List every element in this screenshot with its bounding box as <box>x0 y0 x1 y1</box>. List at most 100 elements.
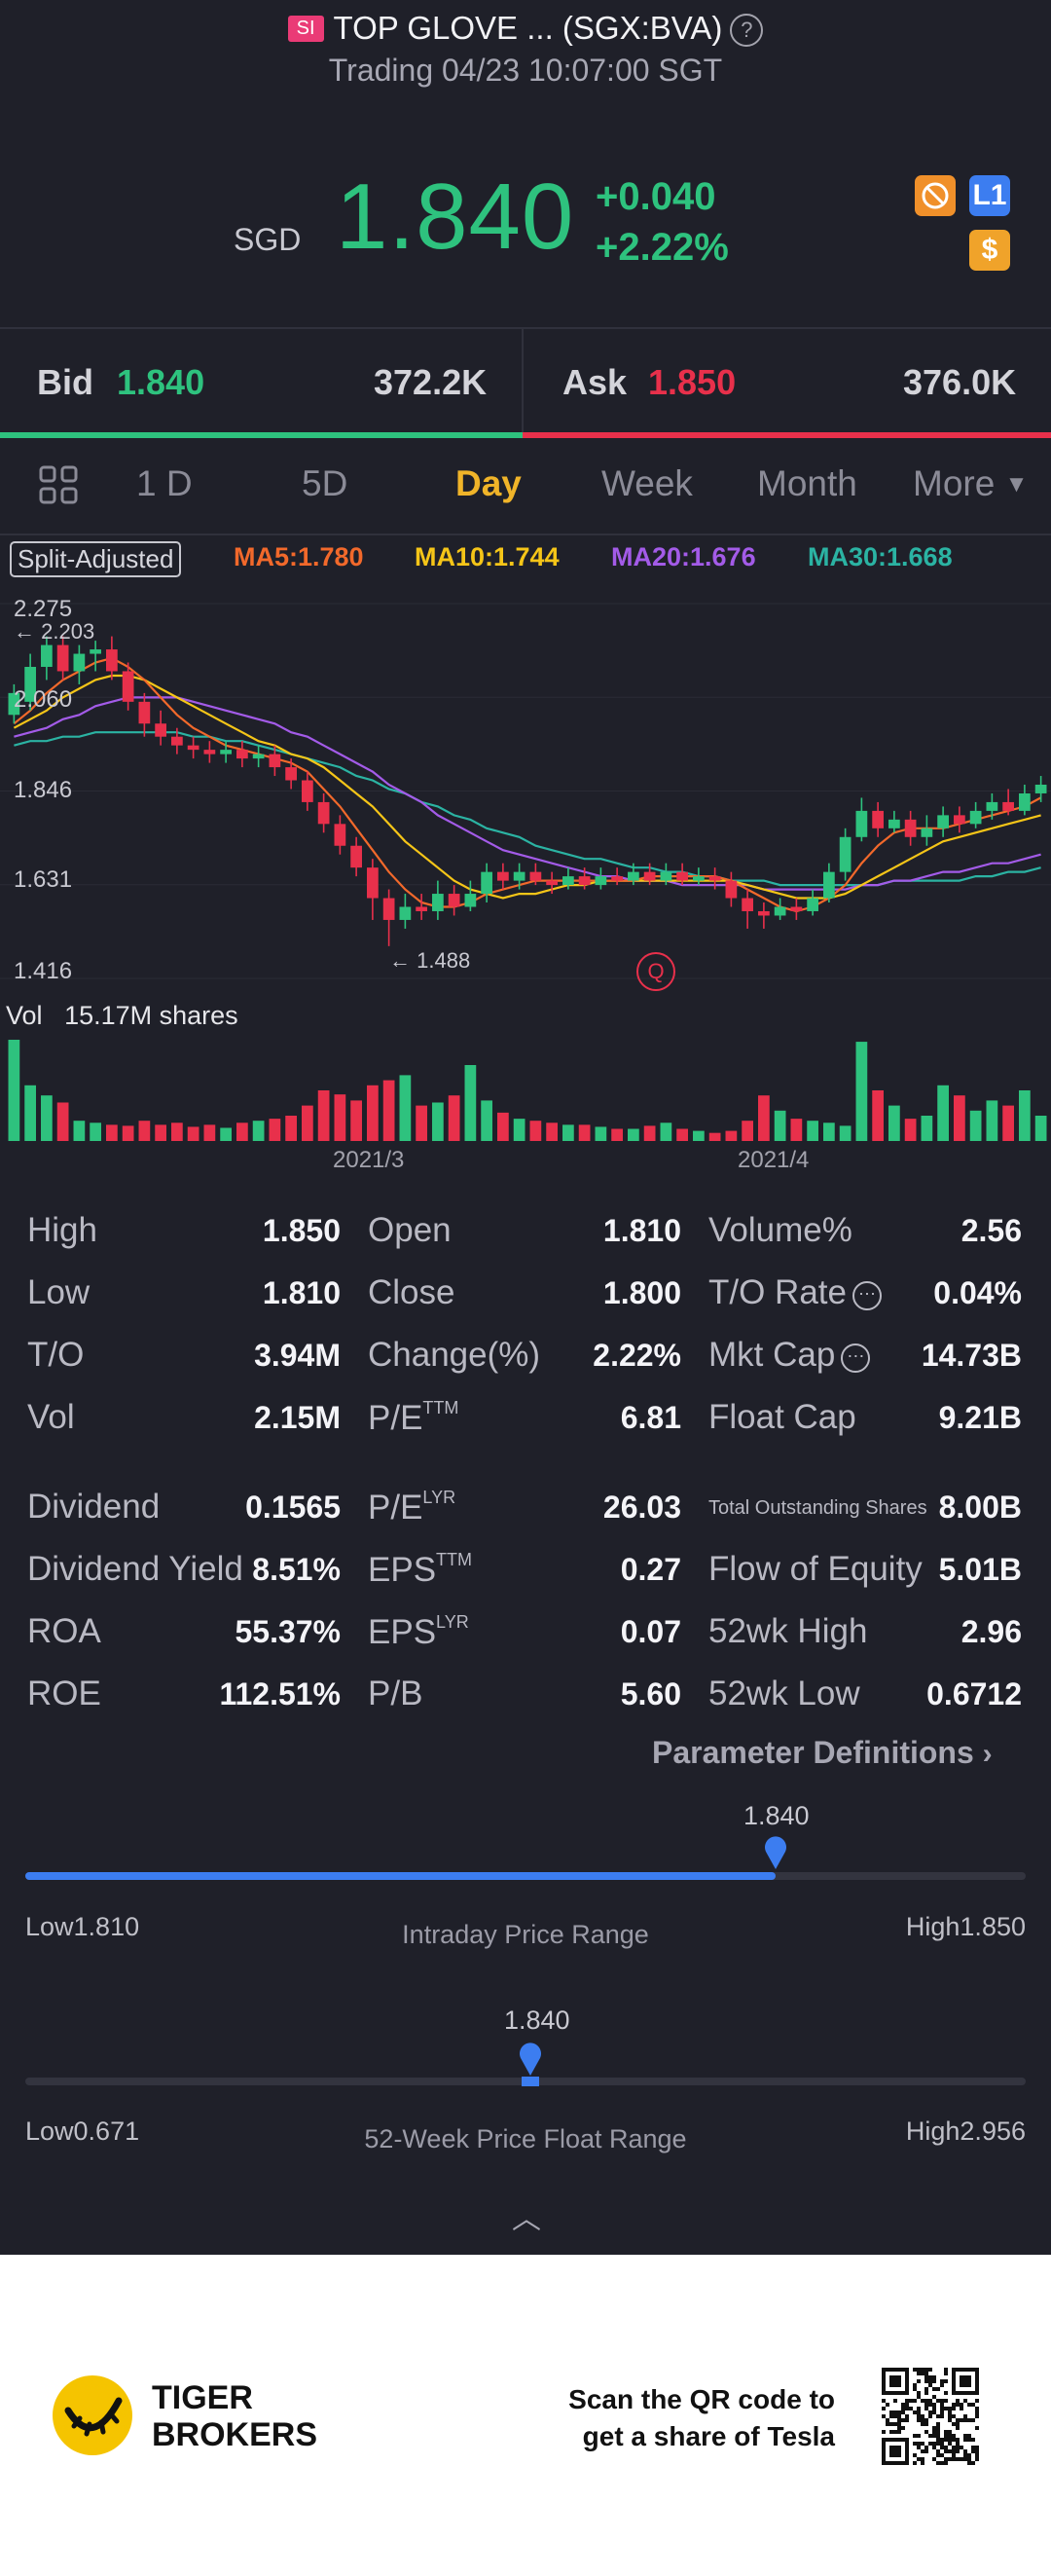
bid-label: Bid <box>37 362 93 402</box>
candle-body <box>742 898 753 911</box>
volume-label: Vol <box>6 1001 43 1030</box>
ma5-label: MA5:1.780 <box>234 542 364 571</box>
info-icon[interactable]: ⋯ <box>841 1343 871 1373</box>
stat-label-text: Open <box>368 1211 452 1249</box>
candle-body <box>187 745 199 751</box>
candle-body <box>399 906 412 920</box>
candlestick-chart[interactable] <box>0 584 1051 1003</box>
qr-module <box>944 2446 948 2449</box>
volume-bar <box>578 1124 591 1141</box>
qr-module <box>924 2407 928 2410</box>
tab-day[interactable]: Day <box>455 463 522 503</box>
qr-module <box>897 2418 901 2422</box>
candle-body <box>24 666 36 702</box>
volume-bar <box>138 1121 151 1141</box>
dollar-icon[interactable]: $ <box>969 230 1010 271</box>
qr-module <box>924 2403 928 2407</box>
volume-bar <box>855 1042 868 1141</box>
qr-module <box>936 2449 940 2453</box>
qr-module <box>956 2422 960 2426</box>
bid-bar <box>0 432 523 438</box>
stat-value: 3.94M <box>254 1338 341 1373</box>
event-marker-icon[interactable]: Q <box>636 952 675 991</box>
stat-label: P/ELYR <box>368 1488 455 1527</box>
info-icon[interactable]: ⋯ <box>852 1281 882 1310</box>
y-tick-label: 1.631 <box>14 866 73 893</box>
candle-body <box>986 801 998 811</box>
qr-module <box>960 2418 963 2422</box>
no-ads-icon[interactable] <box>915 175 956 216</box>
y-tick-label: 2.060 <box>14 686 73 713</box>
parameter-definitions-link[interactable]: Parameter Definitions › <box>652 1735 993 1771</box>
ma30-label: MA30:1.668 <box>808 542 953 571</box>
layout-grid-icon[interactable] <box>39 465 78 513</box>
qr-module <box>905 2414 909 2418</box>
candle-body <box>758 910 770 916</box>
tab-month[interactable]: Month <box>757 463 857 503</box>
qr-module <box>936 2387 940 2391</box>
qr-module <box>893 2399 897 2403</box>
qr-module <box>971 2438 975 2442</box>
qr-module <box>940 2407 944 2410</box>
qr-module <box>886 2422 889 2426</box>
tab-week[interactable]: Week <box>601 463 693 503</box>
stat-label-text: Dividend Yield <box>27 1550 243 1588</box>
stat-label: T/O Rate ⋯ <box>708 1273 882 1312</box>
stat-label-text: High <box>27 1211 97 1249</box>
candle-body <box>839 836 852 872</box>
qr-module <box>963 2399 967 2403</box>
brand-name: TIGER BROKERS <box>152 2379 317 2453</box>
chevron-down-icon: ▼ <box>1004 471 1029 497</box>
volume-bar <box>1019 1090 1031 1141</box>
qr-module <box>901 2410 905 2414</box>
volume-bar <box>399 1075 412 1141</box>
qr-module <box>960 2457 963 2461</box>
volume-bar <box>203 1124 216 1141</box>
period-tabs: 1 D 5D Day Week Month More ▼ <box>0 440 1051 534</box>
qr-module <box>893 2414 897 2418</box>
candle-body <box>171 736 183 746</box>
tab-5d[interactable]: 5D <box>302 463 348 503</box>
qr-module <box>905 2418 909 2422</box>
help-icon[interactable]: ? <box>730 14 764 47</box>
qr-module <box>967 2461 971 2465</box>
stat-label: 52wk High <box>708 1612 867 1651</box>
qr-module <box>975 2449 979 2453</box>
intraday-high: High1.850 <box>905 1912 1026 1941</box>
candle-body <box>937 815 949 828</box>
volume-bar <box>350 1100 362 1141</box>
candle-body <box>823 871 835 899</box>
stat-label: Vol <box>27 1398 75 1437</box>
qr-module <box>901 2407 905 2410</box>
qr-module <box>971 2449 975 2453</box>
stat-value: 14.73B <box>921 1338 1022 1373</box>
stat-label-text: EPS <box>368 1613 437 1651</box>
stat-label: T/O <box>27 1336 84 1375</box>
volume-bar <box>823 1122 835 1141</box>
volume-bar <box>367 1085 379 1141</box>
volume-bar <box>41 1095 53 1141</box>
tab-more[interactable]: More ▼ <box>913 463 1028 504</box>
stat-value: 0.6712 <box>926 1676 1022 1711</box>
qr-module <box>940 2461 944 2465</box>
qr-code-icon[interactable] <box>882 2368 979 2465</box>
stat-label: ROE <box>27 1674 101 1713</box>
qr-module <box>917 2457 921 2461</box>
chevron-up-icon[interactable]: ︿ <box>512 2203 541 2235</box>
volume-bar <box>122 1125 134 1141</box>
split-adjusted-toggle[interactable]: Split-Adjusted <box>10 541 182 577</box>
stat-value: 1.800 <box>602 1275 681 1310</box>
qr-module <box>924 2430 928 2434</box>
stat-value: 1.850 <box>262 1213 341 1248</box>
tab-1d[interactable]: 1 D <box>136 463 193 503</box>
stat-label-text: T/O Rate <box>708 1273 847 1311</box>
level1-icon[interactable]: L1 <box>969 175 1010 216</box>
qr-module <box>975 2410 979 2414</box>
stat-label: EPSLYR <box>368 1612 469 1652</box>
tab-more-label: More <box>913 463 996 503</box>
intraday-low: Low1.810 <box>25 1912 140 1941</box>
divider <box>0 534 1051 535</box>
candle-body <box>660 871 672 881</box>
qr-module <box>928 2379 932 2383</box>
high-annotation: ← 2.203 <box>14 619 94 644</box>
